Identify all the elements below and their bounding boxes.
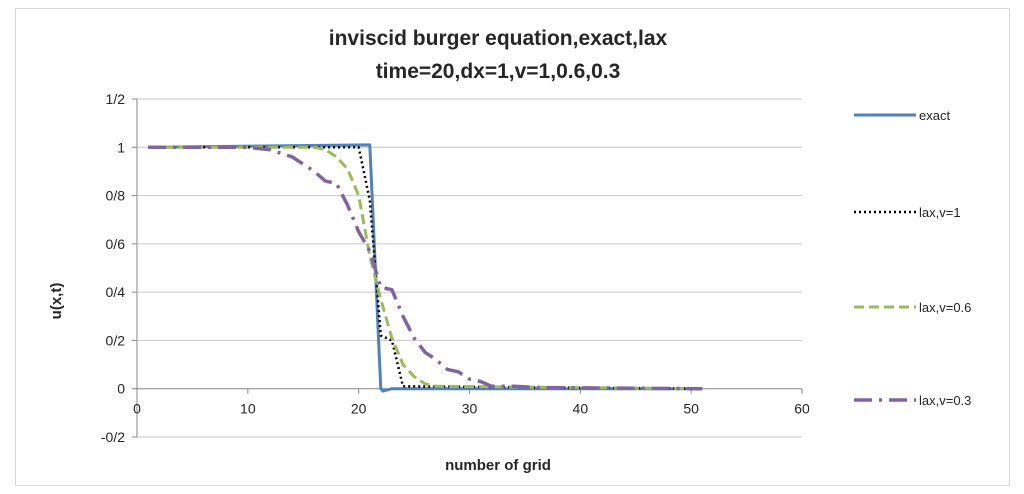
legend-label: lax,v=1 <box>919 205 961 220</box>
x-axis-title: number of grid <box>445 457 551 474</box>
series-line-1 <box>148 143 703 393</box>
x-tick-label: 50 <box>683 401 699 417</box>
x-tick-label: 0 <box>133 401 141 417</box>
y-axis-title: u(x,t) <box>48 283 65 320</box>
chart-title-line-1: inviscid burger equation,exact,lax <box>329 27 668 50</box>
x-tick-label: 40 <box>573 401 589 417</box>
x-tick-label: 20 <box>351 401 367 417</box>
y-tick-label: -0/2 <box>101 429 125 445</box>
y-tick-label: 0/2 <box>106 332 126 348</box>
chart: inviscid burger equation,exact,lax time=… <box>48 27 971 474</box>
y-tick-labels: -0/2 0 0/2 0/4 0/6 0/8 1 1/2 <box>101 91 125 445</box>
series-line-4 <box>148 145 703 391</box>
x-tick-labels: 0 10 20 30 40 50 60 <box>133 401 810 417</box>
legend-label: exact <box>919 108 950 123</box>
y-tick-label: 1/2 <box>106 91 126 107</box>
y-tick-label: 1 <box>117 139 125 155</box>
legend-label: lax,v=0.6 <box>919 300 971 315</box>
series-line-2 <box>148 146 703 390</box>
series-lines <box>148 143 703 393</box>
series-line-3 <box>148 145 703 391</box>
x-tick-label: 30 <box>462 401 478 417</box>
x-tick-label: 60 <box>794 401 810 417</box>
chart-frame: inviscid burger equation,exact,lax time=… <box>15 8 1010 486</box>
legend: exact lax,v=1 lax,v=0.6 lax,v=0.3 <box>854 108 971 408</box>
y-tick-label: 0/8 <box>106 188 126 204</box>
y-tick-label: 0/4 <box>106 284 126 300</box>
y-tick-label: 0/6 <box>106 236 126 252</box>
x-tick-label: 10 <box>240 401 256 417</box>
legend-label: lax,v=0.3 <box>919 393 971 408</box>
y-tick-label: 0 <box>117 381 125 397</box>
chart-title-line-2: time=20,dx=1,v=1,0.6,0.3 <box>376 60 621 83</box>
